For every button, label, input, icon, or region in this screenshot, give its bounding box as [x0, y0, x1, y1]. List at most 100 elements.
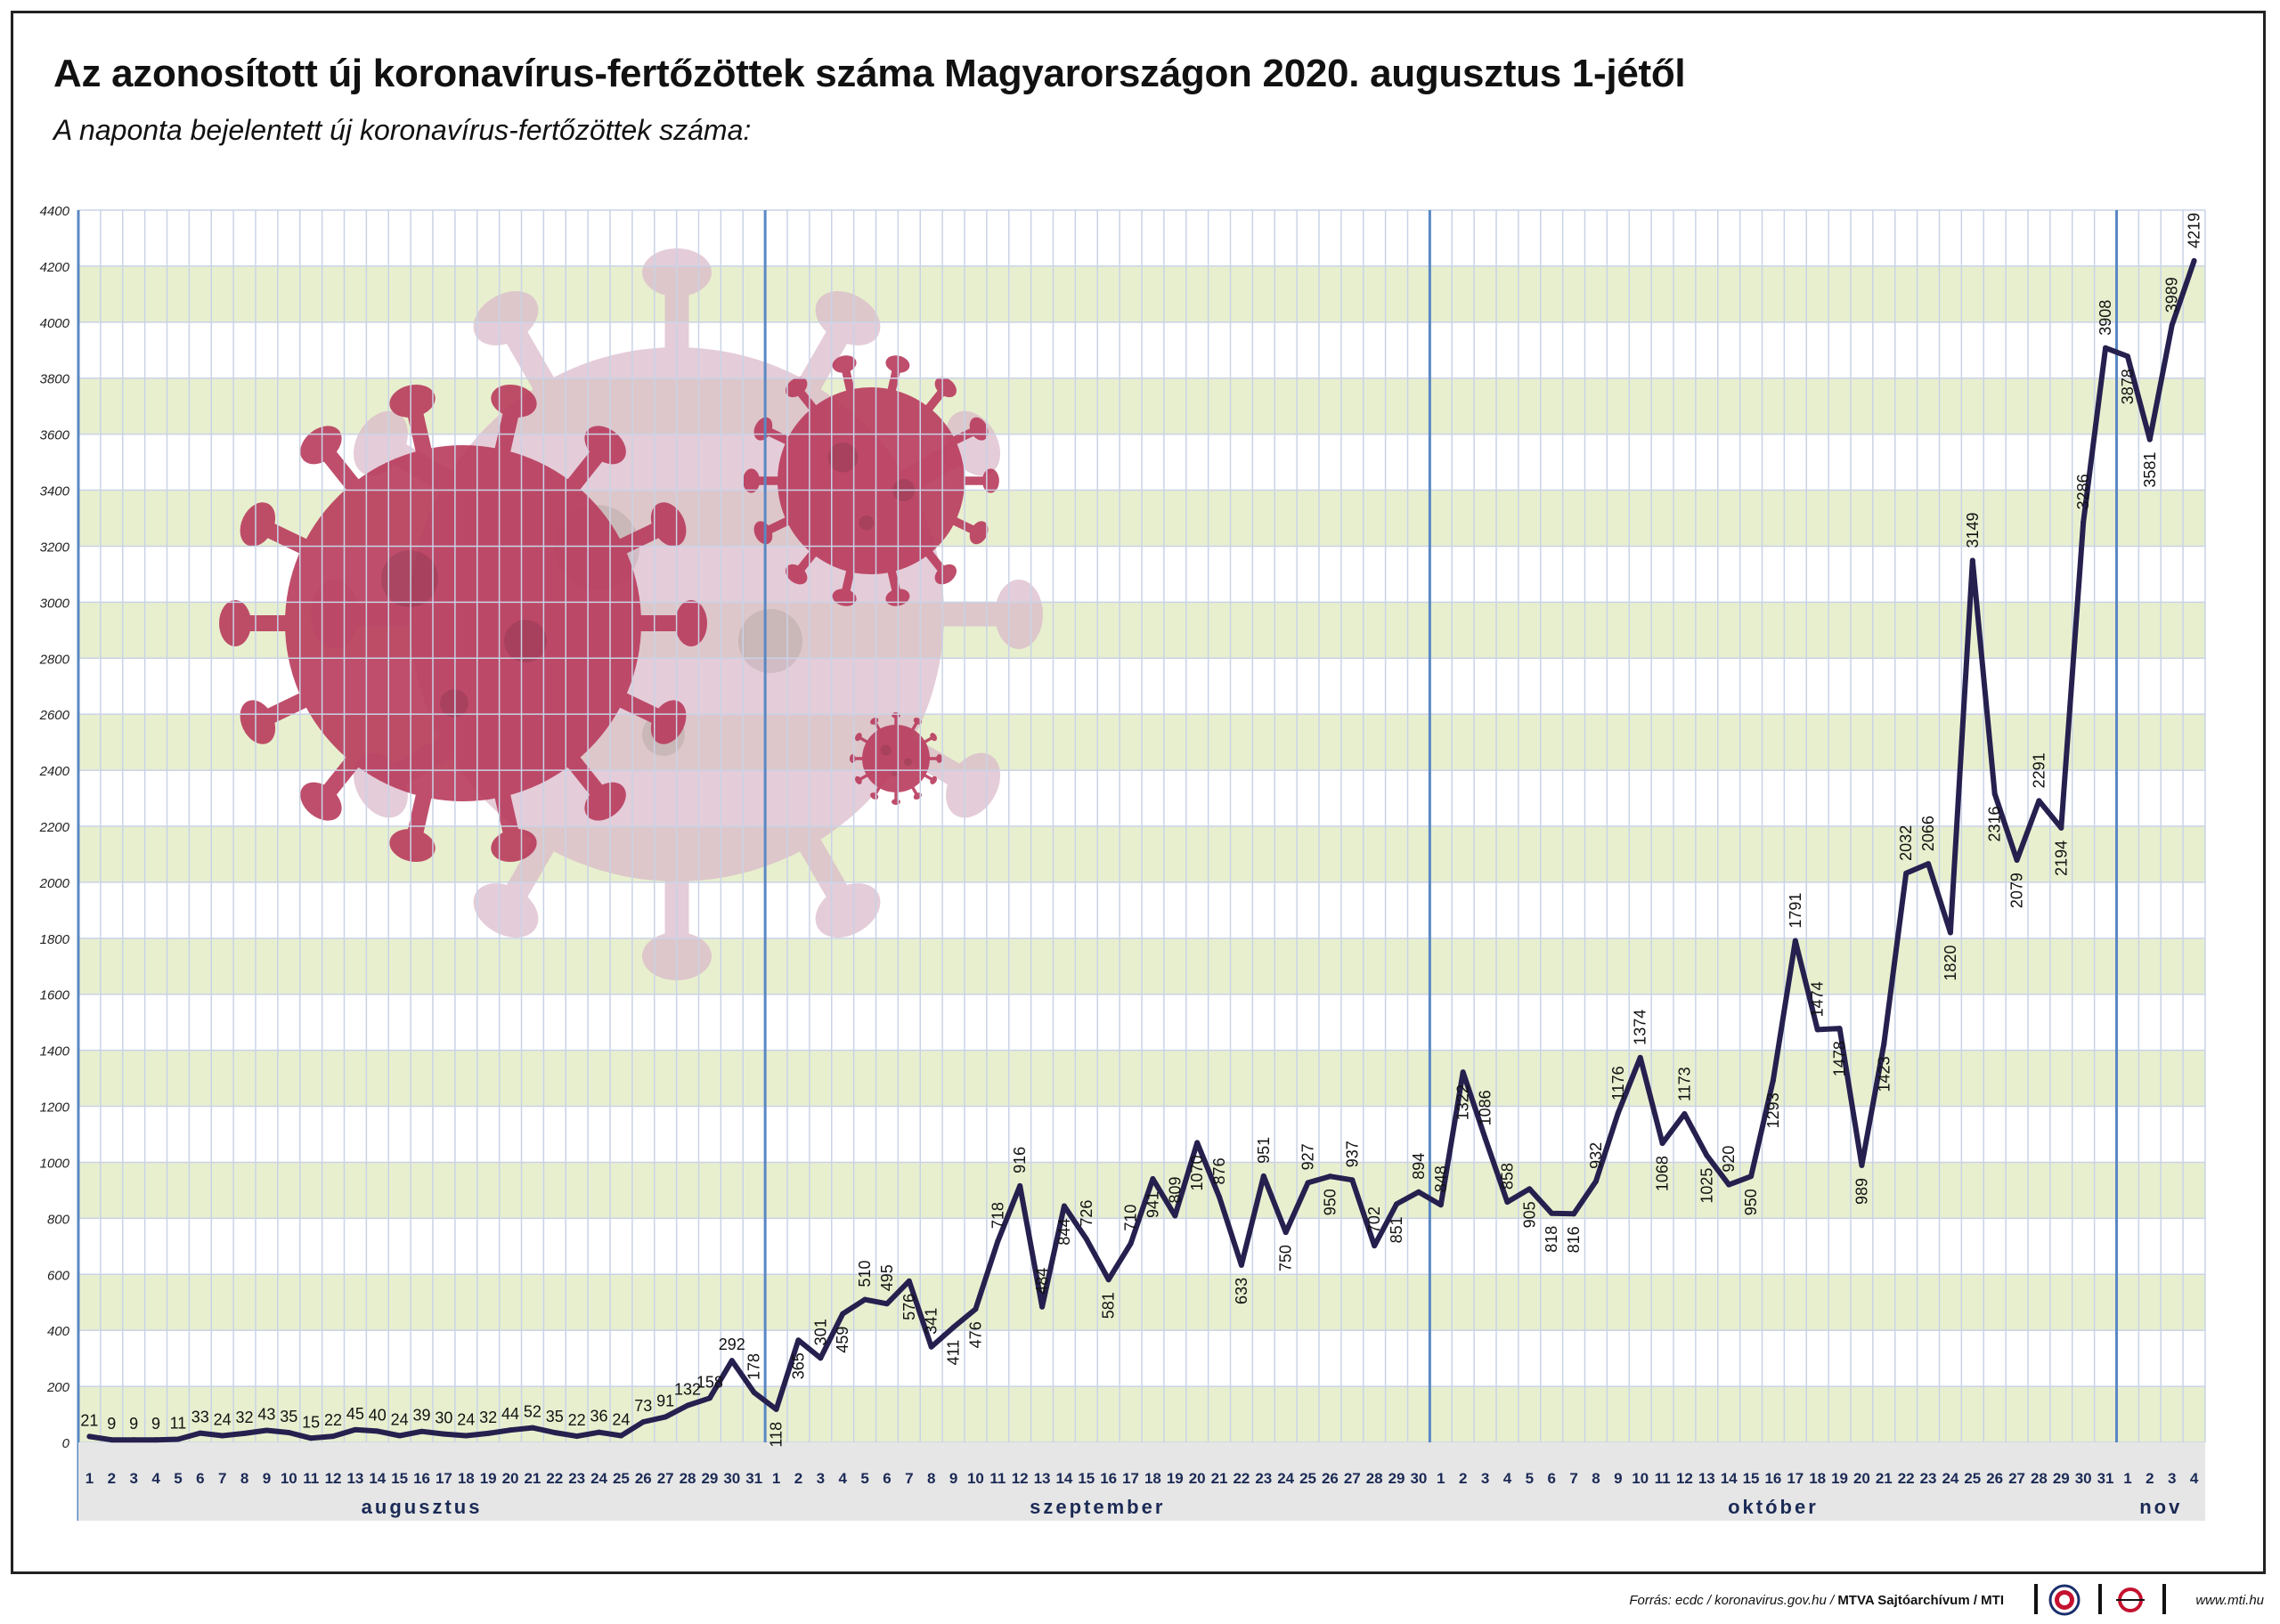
data-point: [706, 1395, 712, 1401]
data-point: [2124, 353, 2130, 360]
x-tick-label: 14: [1055, 1470, 1072, 1487]
data-label: 1474: [1809, 981, 1827, 1017]
x-tick-label: 29: [1388, 1470, 1405, 1487]
x-tick-label: 5: [174, 1470, 182, 1487]
data-point: [396, 1433, 403, 1439]
month-label: augusztus: [362, 1496, 483, 1518]
x-tick-label: 6: [883, 1470, 891, 1487]
data-point: [2036, 798, 2042, 804]
virus-spike-tip: [930, 775, 937, 784]
data-point: [1437, 1202, 1444, 1208]
data-label: 341: [923, 1308, 940, 1335]
data-label: 1176: [1609, 1066, 1627, 1100]
data-point: [2191, 257, 2197, 264]
data-label: 818: [1543, 1226, 1560, 1253]
x-tick-label: 14: [1721, 1470, 1738, 1487]
website-link[interactable]: www.mti.hu: [2195, 1593, 2264, 1608]
data-label: 118: [768, 1422, 786, 1448]
data-point: [485, 1430, 492, 1436]
data-point: [884, 1301, 890, 1307]
data-label: 3878: [2119, 369, 2137, 404]
data-point: [1083, 1236, 1089, 1242]
x-tick-label: 27: [1344, 1470, 1361, 1487]
data-label: 2066: [1919, 816, 1937, 851]
data-point: [1836, 1026, 1843, 1032]
data-point: [973, 1306, 979, 1312]
data-label: 726: [1078, 1200, 1095, 1227]
data-point: [1039, 1303, 1046, 1310]
x-tick-label: 21: [1876, 1470, 1893, 1487]
data-point: [1770, 1077, 1776, 1084]
data-point: [906, 1278, 912, 1284]
source-credit: Forrás: ecdc / koronavirus.gov.hu / MTVA…: [1629, 1593, 2004, 1608]
y-tick-label: 1800: [40, 932, 70, 947]
x-tick-label: 15: [1743, 1470, 1760, 1487]
data-label: 3149: [1964, 512, 1982, 548]
x-tick-label: 5: [860, 1470, 868, 1487]
data-point: [1394, 1201, 1400, 1207]
data-point: [2169, 322, 2175, 329]
x-tick-label: 7: [1569, 1470, 1577, 1487]
data-point: [1172, 1213, 1178, 1219]
data-label: 851: [1388, 1216, 1405, 1243]
data-point: [1859, 1162, 1865, 1168]
data-point: [950, 1324, 957, 1330]
x-tick-label: 11: [303, 1470, 319, 1487]
virus-body: [285, 445, 641, 801]
data-point: [1282, 1230, 1289, 1236]
x-tick-label: 26: [635, 1470, 652, 1487]
data-label: 894: [1410, 1153, 1428, 1180]
x-tick-label: 20: [502, 1470, 519, 1487]
y-tick-label: 200: [46, 1380, 70, 1395]
y-tick-label: 2200: [39, 820, 70, 835]
data-label: 950: [1742, 1189, 1760, 1215]
data-label: 989: [1852, 1178, 1870, 1205]
data-label: 3908: [2097, 300, 2114, 336]
y-tick-label: 3200: [40, 540, 70, 555]
x-tick-label: 2: [2146, 1470, 2154, 1487]
data-label: 1322: [1454, 1084, 1472, 1120]
data-label: 633: [1233, 1278, 1250, 1304]
virus-spike-tip: [786, 377, 808, 398]
data-label: 916: [1011, 1147, 1029, 1173]
x-tick-label: 16: [1764, 1470, 1781, 1487]
data-point: [131, 1437, 137, 1443]
x-tick-label: 25: [1964, 1470, 1981, 1487]
virus-spike-tip: [650, 502, 687, 547]
data-label: 22: [568, 1411, 586, 1429]
data-point: [1682, 1111, 1688, 1117]
virus-spike-tip: [389, 384, 436, 418]
x-tick-label: 28: [1366, 1470, 1383, 1487]
y-tick-label: 600: [47, 1268, 70, 1283]
data-label: 24: [391, 1410, 409, 1428]
month-label: október: [1728, 1496, 1819, 1518]
data-point: [1260, 1173, 1266, 1179]
x-tick-label: 10: [967, 1470, 984, 1487]
month-label: szeptember: [1030, 1496, 1165, 1518]
virus-spike-tip: [786, 564, 808, 585]
x-tick-label: 16: [413, 1470, 430, 1487]
virus-icon: [219, 384, 707, 863]
virus-spike-tip: [995, 580, 1043, 649]
y-tick-label: 1600: [40, 988, 70, 1003]
x-tick-label: 12: [325, 1470, 342, 1487]
footer-separator: [2098, 1584, 2102, 1614]
data-label: 950: [1321, 1189, 1339, 1215]
y-tick-label: 2400: [39, 764, 70, 779]
virus-spike-tip: [753, 521, 773, 545]
data-point: [840, 1311, 846, 1317]
virus-spike-tip: [930, 733, 937, 742]
data-label: 33: [191, 1409, 209, 1426]
x-tick-label: 17: [1787, 1470, 1804, 1487]
x-tick-label: 18: [1144, 1470, 1161, 1487]
x-tick-label: 24: [590, 1470, 607, 1487]
data-point: [596, 1429, 602, 1435]
x-tick-label: 27: [657, 1470, 674, 1487]
data-label: 1068: [1654, 1156, 1672, 1191]
data-label: 24: [457, 1410, 475, 1428]
page-subtitle: A naponta bejelentett új koronavírus-fer…: [53, 114, 752, 146]
data-label: 91: [656, 1392, 674, 1409]
x-tick-label: 2: [108, 1470, 116, 1487]
virus-spot: [892, 771, 898, 777]
